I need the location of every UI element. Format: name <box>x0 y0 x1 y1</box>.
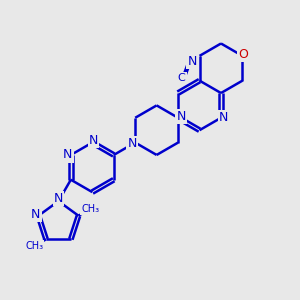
Text: N: N <box>188 55 197 68</box>
Text: N: N <box>176 110 186 123</box>
Text: N: N <box>63 148 73 161</box>
Text: C: C <box>178 73 185 83</box>
Text: O: O <box>239 48 249 61</box>
Text: N: N <box>89 134 98 147</box>
Text: CH₃: CH₃ <box>81 204 99 214</box>
Text: N: N <box>54 192 63 205</box>
Text: CH₃: CH₃ <box>25 241 43 251</box>
Text: N: N <box>31 208 40 221</box>
Text: N: N <box>128 137 137 150</box>
Text: N: N <box>219 111 228 124</box>
